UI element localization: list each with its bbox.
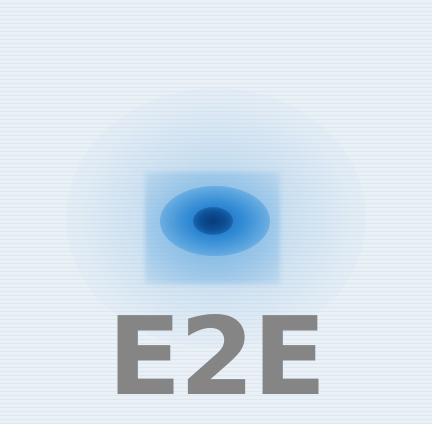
- beam-spot-core: [193, 207, 233, 235]
- logo-text: E2E: [107, 295, 327, 420]
